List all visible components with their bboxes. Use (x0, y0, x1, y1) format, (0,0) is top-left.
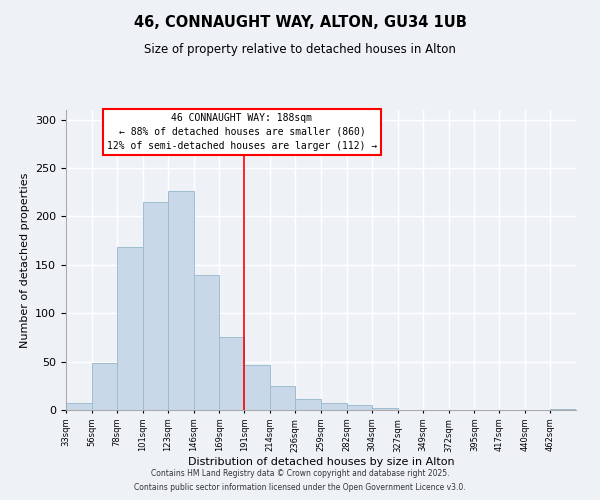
Bar (270, 386, 295, 410)
Bar (295, 400, 321, 410)
Text: Size of property relative to detached houses in Alton: Size of property relative to detached ho… (144, 42, 456, 56)
Bar (194, 274, 220, 410)
Bar (244, 366, 270, 410)
Bar (347, 405, 372, 410)
Text: 46 CONNAUGHT WAY: 188sqm
← 88% of detached houses are smaller (860)
12% of semi-: 46 CONNAUGHT WAY: 188sqm ← 88% of detach… (107, 113, 377, 151)
Bar (550, 409, 576, 410)
Text: Contains HM Land Registry data © Crown copyright and database right 2025.: Contains HM Land Registry data © Crown c… (151, 468, 449, 477)
Text: 46, CONNAUGHT WAY, ALTON, GU34 1UB: 46, CONNAUGHT WAY, ALTON, GU34 1UB (134, 15, 466, 30)
Bar (220, 338, 244, 410)
Bar (92, 362, 117, 410)
Bar (117, 248, 143, 410)
Bar (372, 408, 398, 410)
X-axis label: Distribution of detached houses by size in Alton: Distribution of detached houses by size … (188, 457, 454, 467)
Bar (321, 403, 347, 410)
Bar (66, 403, 92, 410)
Y-axis label: Number of detached properties: Number of detached properties (20, 172, 29, 348)
Text: Contains public sector information licensed under the Open Government Licence v3: Contains public sector information licen… (134, 484, 466, 492)
Bar (143, 202, 167, 410)
Bar (167, 192, 193, 410)
